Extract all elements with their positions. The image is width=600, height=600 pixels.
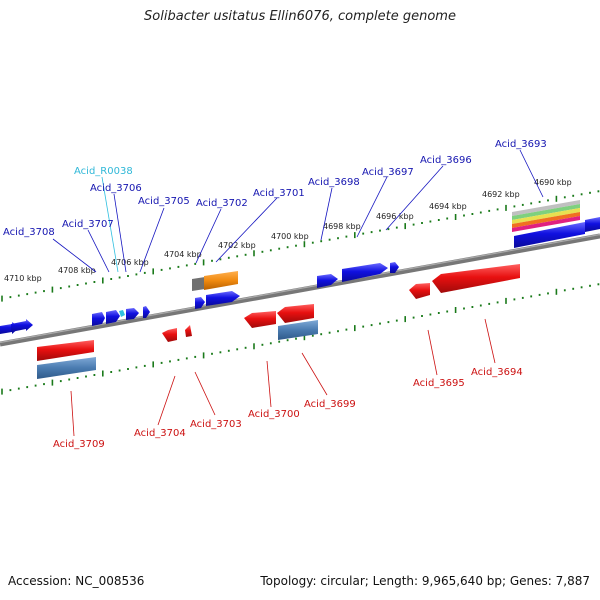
scale-label: 4694 kbp [429,202,467,211]
cds-bar[interactable] [514,222,585,248]
scale-label: 4700 kbp [271,232,309,241]
scale-label: 4702 kbp [218,241,256,250]
gene-label-forward[interactable]: Acid_3696 [420,155,472,166]
gene-arrow[interactable] [162,328,177,342]
genome-summary-text: Topology: circular; Length: 9,965,640 bp… [260,574,590,588]
gene-arrow[interactable] [206,291,240,306]
gene-arrow[interactable] [195,297,205,309]
gene-label-reverse[interactable]: Acid_3709 [53,439,105,450]
cds-bar[interactable] [278,320,318,340]
gene-arrow[interactable] [126,308,139,320]
gene-label-forward[interactable]: Acid_3706 [90,183,142,194]
gene-label-reverse[interactable]: Acid_3695 [413,378,465,389]
cds-bar-stripe[interactable] [512,216,580,232]
gene-label-forward[interactable]: Acid_3707 [62,219,114,230]
genome-backbone [0,233,600,347]
gene-arrow[interactable] [432,264,520,293]
cds-bar-stripe[interactable] [512,212,580,228]
scale-label: 4692 kbp [482,190,520,199]
gene-arrow[interactable] [143,306,150,318]
cds-features [37,200,585,379]
gene-label-forward[interactable]: Acid_3705 [138,196,190,207]
gene-arrow[interactable] [317,274,338,288]
gene-label-forward[interactable]: Acid_3708 [3,227,55,238]
map-title: Solibacter usitatus Ellin6076, complete … [144,9,456,24]
genome-backbone-highlight [0,233,600,344]
gene-arrow[interactable] [585,217,600,232]
gene-arrow[interactable] [244,311,276,328]
cds-bar-stripe[interactable] [512,204,580,220]
cds-bar-stripe[interactable] [512,200,580,216]
gene-label-reverse[interactable]: Acid_3694 [471,367,523,378]
gene-label-forward[interactable]: Acid_3702 [196,198,248,209]
gene-label-reverse[interactable]: Acid_3700 [248,409,300,420]
gene-label-forward[interactable]: Acid_3697 [362,167,414,178]
gene-label-forward[interactable]: Acid_3701 [253,188,305,199]
reverse-scale-track [1,283,600,395]
scale-label: 4706 kbp [111,258,149,267]
scale-labels: 4710 kbp 4708 kbp 4706 kbp 4704 kbp 4702 kbp… [4,178,572,283]
gene-arrow[interactable] [390,262,399,273]
forward-gene-labels: Acid_3708 Acid_3707 Acid_R0038 Acid_3706 Aci… [3,139,547,238]
cds-bar[interactable] [37,357,96,379]
gene-arrow[interactable] [185,325,192,337]
forward-leader-lines [52,149,544,273]
gene-arrow[interactable] [92,312,105,326]
gene-arrow[interactable] [106,310,120,324]
scale-label: 4690 kbp [534,178,572,187]
rna-feature[interactable] [119,310,125,317]
gene-label-forward[interactable]: Acid_3698 [308,177,360,188]
cds-bar[interactable] [204,271,238,290]
gene-label-reverse[interactable]: Acid_3704 [134,428,186,439]
accession-text: Accession: NC_008536 [8,574,145,588]
gene-label-reverse[interactable]: Acid_3703 [190,419,242,430]
cds-bar[interactable] [192,277,205,291]
gene-arrow[interactable] [409,283,430,299]
gene-label-forward[interactable]: Acid_R0038 [74,166,133,177]
reverse-gene-labels: Acid_3709 Acid_3704 Acid_3703 Acid_3700 Acid… [53,367,523,450]
scale-label: 4710 kbp [4,274,42,283]
cds-bar-stripe[interactable] [512,208,580,224]
gene-arrow[interactable] [342,263,388,282]
forward-features [0,217,600,334]
reverse-features [162,264,520,342]
gene-arrow[interactable] [277,304,314,323]
scale-label: 4696 kbp [376,212,414,221]
forward-scale-track [1,190,600,302]
scale-label: 4704 kbp [164,250,202,259]
reverse-leader-lines [70,318,496,437]
cds-bar[interactable] [37,340,94,361]
scale-label: 4698 kbp [323,222,361,231]
scale-label: 4708 kbp [58,266,96,275]
gene-label-forward[interactable]: Acid_3693 [495,139,547,150]
gene-arrow[interactable] [11,319,33,332]
gene-label-reverse[interactable]: Acid_3699 [304,399,356,410]
